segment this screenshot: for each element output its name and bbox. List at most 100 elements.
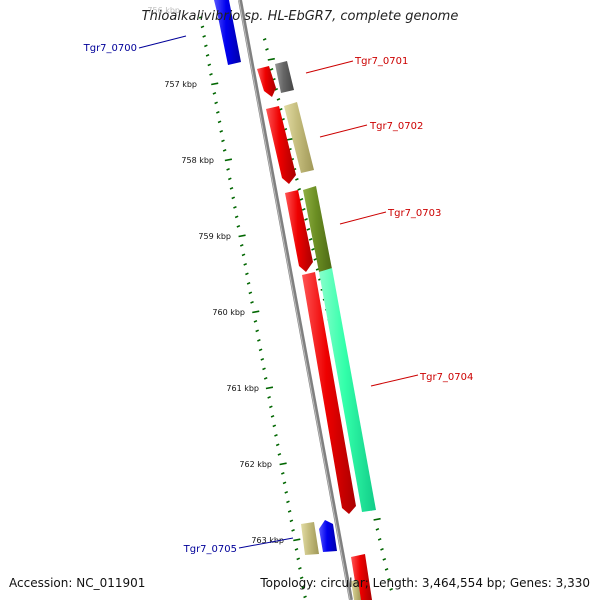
ruler-minor-tick	[262, 367, 266, 371]
ruler-minor-tick	[255, 329, 259, 333]
tick-label-758: 758 kbp	[181, 156, 214, 165]
gene-tgr7-0703[interactable]	[285, 190, 313, 272]
ruler-minor-tick	[276, 97, 281, 101]
ruler-minor-tick	[217, 120, 222, 124]
ruler-minor-tick	[262, 37, 267, 41]
ruler-minor-tick	[281, 471, 285, 475]
gene-tgr7-0702[interactable]	[266, 106, 296, 184]
ruler-minor-tick	[306, 227, 311, 231]
ruler-minor-tick	[301, 585, 306, 589]
tick-label-756: 756 kbp	[147, 6, 180, 15]
leader-tgr7-0705	[238, 537, 294, 549]
gene-label-tgr7-0701[interactable]: Tgr7_0701	[354, 56, 408, 67]
leader-tgr7-0702	[319, 124, 368, 138]
ruler-major-tick	[224, 158, 233, 162]
gene-tgr7-0702-category	[284, 102, 314, 173]
gene-tgr7-0701[interactable]	[257, 66, 276, 97]
ruler-minor-tick	[291, 528, 295, 532]
ruler-minor-tick	[387, 577, 391, 581]
gene-label-tgr7-0700[interactable]: Tgr7_0700	[83, 43, 137, 54]
ruler-minor-tick	[233, 205, 237, 209]
ruler-minor-tick	[287, 509, 292, 513]
genome-backbone-highlight	[238, 0, 351, 600]
ruler-minor-tick	[229, 186, 234, 190]
ruler-minor-tick	[236, 224, 241, 228]
ruler-labels: 756 kbp 757 kbp 758 kbp 759 kbp 760 kbp …	[147, 6, 284, 545]
ruler-minor-tick	[308, 237, 313, 241]
ruler-minor-tick	[284, 490, 289, 494]
ruler-major-tick	[252, 310, 260, 314]
ruler-minor-tick	[297, 187, 302, 191]
gene-tgr7-0705[interactable]	[319, 520, 337, 552]
ruler-minor-tick	[389, 587, 394, 591]
ruler-major-tick	[279, 462, 287, 466]
ruler-minor-tick	[272, 424, 277, 428]
map-title: Thioalkalivibrio sp. HL-EbGR7, complete …	[141, 9, 459, 24]
ruler-minor-tick	[267, 395, 271, 399]
genome-summary: Topology: circular; Length: 3,464,554 bp…	[260, 576, 590, 590]
tick-label-763: 763 kbp	[251, 536, 284, 545]
ruler-minor-tick	[245, 272, 249, 276]
leader-tgr7-0703	[339, 211, 387, 225]
ruler-minor-tick	[384, 567, 389, 571]
ruler-minor-tick	[269, 405, 273, 409]
genome-backbone	[238, 0, 353, 600]
ruler-minor-tick	[275, 443, 280, 447]
tick-label-761: 761 kbp	[226, 384, 259, 393]
ruler-minor-tick	[226, 167, 230, 171]
leader-tgr7-0701	[305, 60, 354, 74]
ruler-minor-tick	[248, 291, 253, 295]
gene-tgr7-0704[interactable]	[302, 272, 356, 514]
ruler-minor-tick	[212, 91, 217, 95]
ruler-minor-tick	[269, 67, 274, 71]
ruler-minor-tick	[200, 25, 205, 29]
ruler-minor-tick	[253, 319, 258, 323]
gene-labels: Tgr7_0700 Tgr7_0701 Tgr7_0702 Tgr7_0703 …	[83, 43, 474, 555]
ruler-minor-tick	[382, 557, 387, 561]
ruler-minor-tick	[265, 47, 269, 51]
leader-tgr7-0700	[138, 35, 187, 49]
ruler-minor-tick	[209, 72, 213, 76]
ruler-minor-tick	[375, 527, 380, 531]
ruler-minor-tick	[263, 376, 268, 380]
tick-label-757: 757 kbp	[164, 80, 197, 89]
ruler-minor-tick	[205, 53, 210, 57]
gene-tgr7-0701-category	[275, 61, 294, 93]
ruler-minor-tick	[301, 207, 306, 211]
ruler-major-tick	[267, 57, 275, 61]
ruler-minor-tick	[202, 34, 206, 38]
ruler-minor-tick	[222, 148, 227, 152]
ruler-minor-tick	[227, 177, 232, 181]
ruler-minor-tick	[243, 262, 248, 266]
leader-tgr7-0704	[370, 374, 419, 387]
gene-tgr7-0700[interactable]	[214, 0, 241, 65]
ruler-minor-tick	[313, 257, 318, 261]
ruler-minor-tick	[274, 433, 278, 437]
ruler-minor-tick	[204, 44, 208, 48]
tick-label-759: 759 kbp	[198, 232, 231, 241]
ruler-major-tick	[211, 82, 219, 86]
gene-leaders	[138, 35, 419, 549]
gene-label-tgr7-0704[interactable]: Tgr7_0704	[419, 372, 473, 383]
ruler-minor-tick	[295, 177, 299, 181]
ruler-major-tick	[293, 538, 301, 542]
ruler-major-tick	[286, 137, 294, 141]
ruler-minor-tick	[311, 247, 315, 251]
map-band	[198, 0, 398, 600]
ruler-minor-tick	[219, 129, 224, 133]
ruler-minor-tick	[260, 357, 265, 361]
ruler-minor-tick	[299, 576, 304, 580]
gene-track	[214, 0, 376, 600]
ruler-minor-tick	[257, 338, 261, 342]
gene-label-tgr7-0705[interactable]: Tgr7_0705	[183, 544, 237, 555]
ruler-minor-tick	[216, 110, 220, 114]
ruler-major-tick	[265, 386, 274, 390]
gene-tgr7-0704-category	[319, 268, 376, 512]
gene-label-tgr7-0703[interactable]: Tgr7_0703	[387, 208, 441, 219]
ruler-major-tick	[238, 234, 246, 238]
gene-label-tgr7-0702[interactable]: Tgr7_0702	[369, 121, 423, 132]
ruler-minor-tick	[214, 101, 218, 105]
ruler-minor-tick	[231, 196, 236, 200]
ruler-minor-tick	[198, 15, 203, 19]
